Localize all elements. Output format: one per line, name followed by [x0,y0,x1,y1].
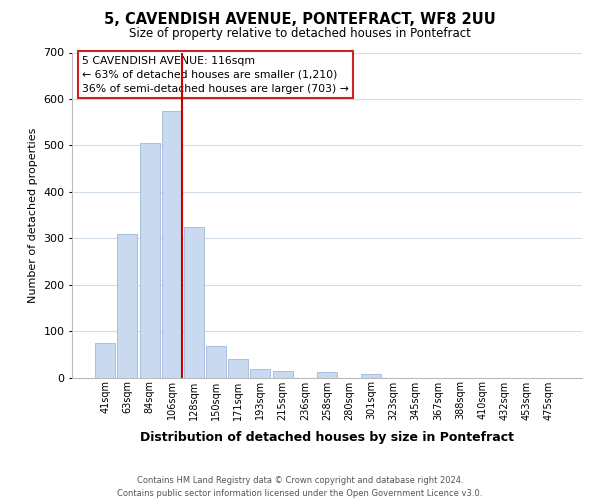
Text: 5 CAVENDISH AVENUE: 116sqm
← 63% of detached houses are smaller (1,210)
36% of s: 5 CAVENDISH AVENUE: 116sqm ← 63% of deta… [82,56,349,94]
Text: 5, CAVENDISH AVENUE, PONTEFRACT, WF8 2UU: 5, CAVENDISH AVENUE, PONTEFRACT, WF8 2UU [104,12,496,28]
Bar [228,359,248,378]
Bar [250,369,271,378]
Bar [162,110,182,378]
Bar [361,374,382,378]
Bar [317,372,337,378]
Bar [118,234,137,378]
Bar [206,346,226,378]
Text: Size of property relative to detached houses in Pontefract: Size of property relative to detached ho… [129,28,471,40]
X-axis label: Distribution of detached houses by size in Pontefract: Distribution of detached houses by size … [140,431,514,444]
Bar [140,143,160,378]
Y-axis label: Number of detached properties: Number of detached properties [28,128,38,302]
Bar [272,370,293,378]
Bar [95,342,115,378]
Text: Contains HM Land Registry data © Crown copyright and database right 2024.
Contai: Contains HM Land Registry data © Crown c… [118,476,482,498]
Bar [184,226,204,378]
